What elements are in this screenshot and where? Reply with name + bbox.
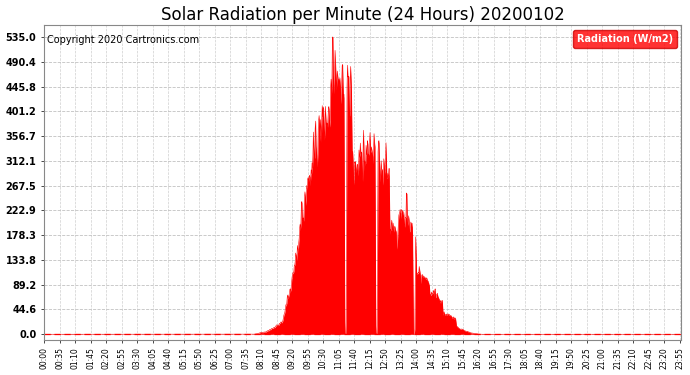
Legend: Radiation (W/m2): Radiation (W/m2) [573,30,677,48]
Title: Solar Radiation per Minute (24 Hours) 20200102: Solar Radiation per Minute (24 Hours) 20… [161,6,564,24]
Text: Copyright 2020 Cartronics.com: Copyright 2020 Cartronics.com [47,34,199,45]
